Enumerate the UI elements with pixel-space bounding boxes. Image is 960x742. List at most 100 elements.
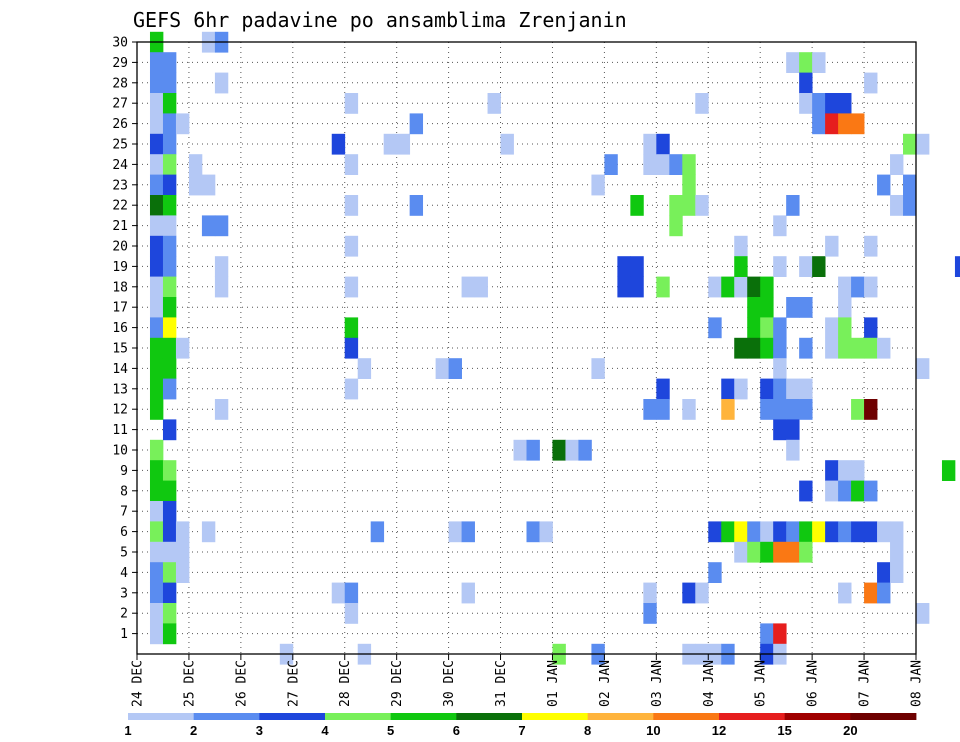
y-tick-label: 2	[120, 607, 128, 622]
heat-cell	[941, 460, 956, 481]
heat-cell	[149, 113, 164, 135]
heat-cell	[162, 419, 177, 441]
heat-cell	[877, 582, 891, 604]
heat-cell	[799, 521, 813, 543]
heat-cell	[851, 337, 865, 359]
heat-cell	[630, 256, 644, 277]
heat-cell	[799, 72, 813, 94]
heat-cell	[409, 195, 424, 216]
heat-cell	[643, 154, 657, 175]
chart-title: GEFS 6hr padavine po ansamblima Zrenjani…	[133, 8, 627, 32]
x-tick-label: 05 JAN	[754, 660, 769, 707]
heat-cell	[565, 439, 579, 461]
y-tick-label: 18	[112, 280, 128, 295]
heat-cell	[773, 399, 787, 420]
heat-cell	[448, 358, 462, 379]
y-tick-label: 24	[112, 158, 128, 173]
heat-cell	[162, 235, 177, 257]
heat-cell	[162, 276, 177, 298]
heat-cell	[734, 337, 748, 359]
heat-cell	[162, 562, 177, 583]
heat-cell	[552, 439, 566, 461]
heat-cell	[890, 562, 904, 583]
heat-cell	[734, 235, 748, 257]
heat-cell	[708, 562, 722, 583]
x-tick-label: 03 JAN	[650, 660, 665, 707]
heat-cell	[851, 460, 865, 481]
heat-cell	[812, 521, 826, 543]
heat-cell	[851, 521, 865, 543]
heat-cell	[188, 154, 203, 175]
heat-cell	[162, 541, 177, 563]
heat-cell	[825, 93, 839, 114]
heat-cell	[175, 562, 190, 583]
heat-cell	[851, 399, 865, 420]
x-tick-label: 29 DEC	[390, 660, 405, 707]
heat-cell	[838, 93, 852, 114]
heat-cell	[149, 72, 164, 94]
heat-cell	[149, 93, 164, 114]
heat-cell	[682, 174, 696, 196]
heat-cell	[149, 623, 164, 645]
colorbar-label: 10	[646, 723, 660, 738]
heat-cell	[760, 317, 774, 339]
y-tick-label: 26	[112, 117, 128, 132]
heat-cell	[201, 215, 216, 237]
heat-cell	[747, 297, 761, 318]
y-tick-label: 5	[120, 546, 128, 561]
heat-cell	[786, 419, 800, 441]
x-tick-label: 24 DEC	[131, 660, 146, 707]
heat-cell	[890, 195, 904, 216]
heat-cell	[721, 378, 735, 400]
heat-cell	[162, 195, 177, 216]
heat-cell	[162, 52, 177, 73]
heat-cell	[149, 541, 164, 563]
heat-cell	[851, 113, 865, 135]
heat-cell	[864, 317, 878, 339]
heat-cell	[773, 419, 787, 441]
heat-cell	[773, 521, 787, 543]
heat-cell	[162, 93, 177, 114]
y-tick-label: 11	[112, 423, 128, 438]
heat-cell	[162, 521, 177, 543]
heat-cell	[877, 174, 891, 196]
heat-cell	[526, 439, 540, 461]
colorbar-label: 1	[124, 723, 131, 738]
x-tick-label: 28 DEC	[338, 660, 353, 707]
heat-cell	[812, 256, 826, 277]
heat-cell	[773, 256, 787, 277]
y-tick-label: 29	[112, 56, 128, 71]
heat-cell	[890, 521, 904, 543]
heat-cell	[695, 93, 709, 114]
heat-cell	[175, 521, 190, 543]
heat-cell	[825, 521, 839, 543]
heat-cell	[149, 358, 164, 379]
heat-cell	[760, 399, 774, 420]
heat-cell	[162, 72, 177, 94]
y-tick-label: 4	[120, 566, 128, 581]
heat-cell	[760, 623, 774, 645]
data-cells	[149, 31, 960, 665]
y-tick-label: 19	[112, 260, 128, 275]
heat-cell	[162, 256, 177, 277]
heat-cell	[825, 480, 839, 502]
y-tick-label: 15	[112, 342, 128, 357]
heat-cell	[162, 460, 177, 481]
heat-cell	[643, 582, 657, 604]
heat-cell	[162, 317, 177, 339]
heat-cell	[149, 297, 164, 318]
heat-cell	[786, 541, 800, 563]
colorbar-swatch	[522, 713, 589, 720]
heat-cell	[747, 337, 761, 359]
heat-cell	[838, 276, 852, 298]
x-tick-label: 01 JAN	[546, 660, 561, 707]
y-tick-label: 23	[112, 178, 128, 193]
colorbar-label: 12	[712, 723, 726, 738]
heat-cell	[162, 480, 177, 502]
heat-cell	[383, 133, 398, 155]
heat-cell	[149, 317, 164, 339]
y-tick-label: 1	[120, 627, 128, 642]
heat-cell	[773, 215, 787, 237]
heat-cell	[214, 215, 229, 237]
